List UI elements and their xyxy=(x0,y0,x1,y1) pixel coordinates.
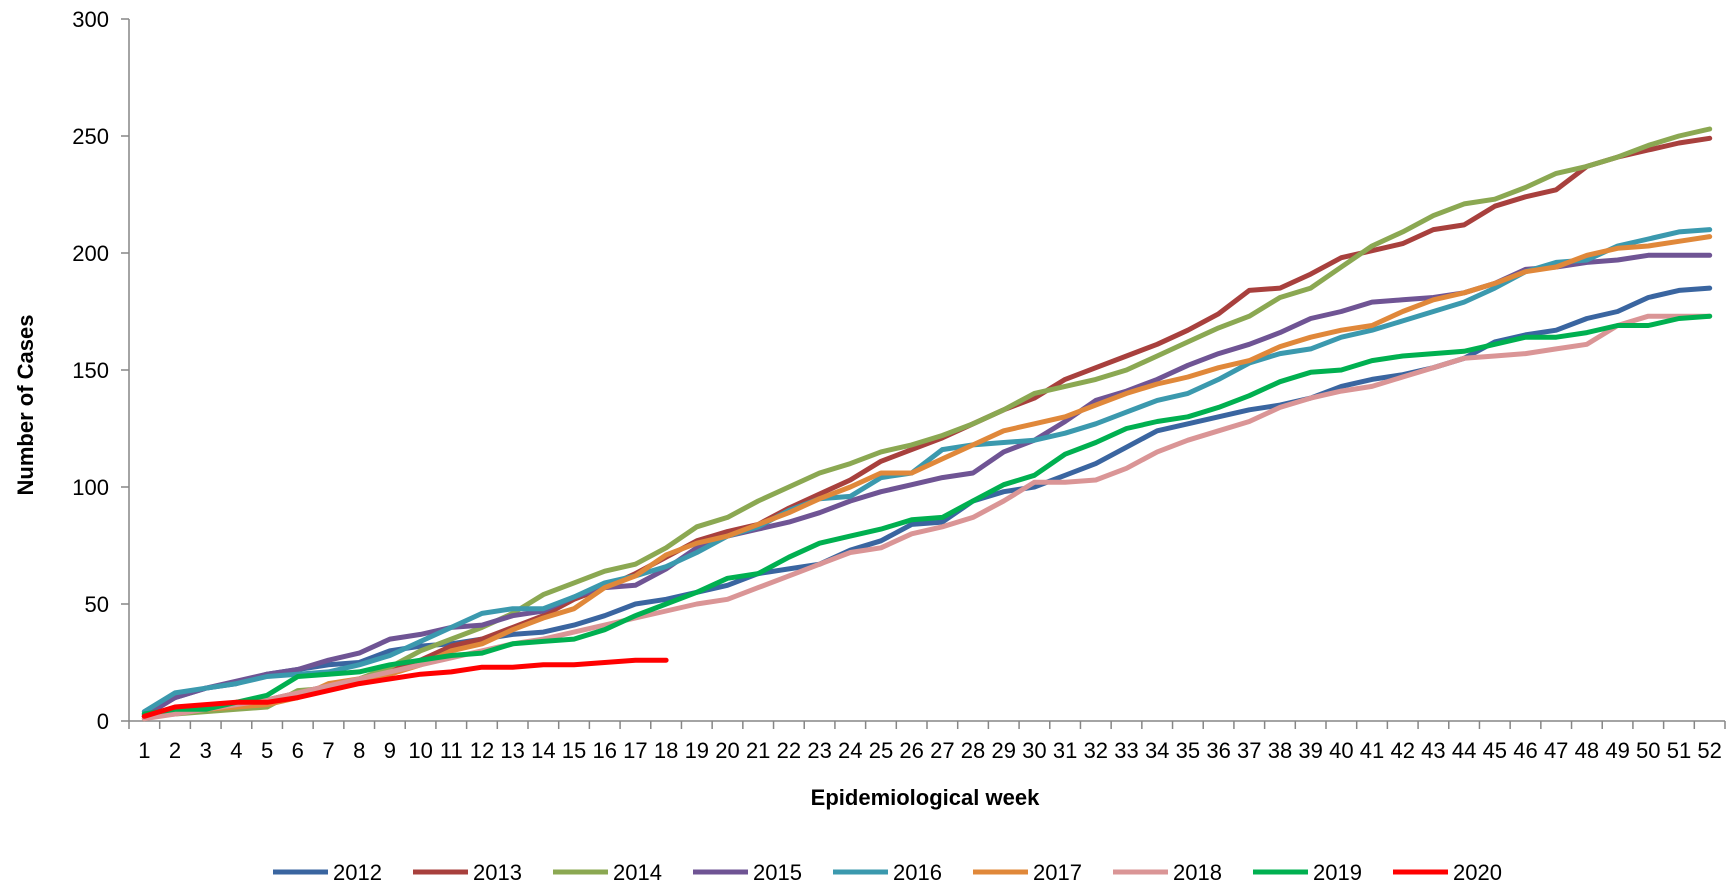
x-tick-label: 8 xyxy=(353,738,365,763)
x-tick-label: 50 xyxy=(1636,738,1660,763)
x-tick-label: 5 xyxy=(261,738,273,763)
legend-label-2012: 2012 xyxy=(333,860,382,881)
y-tick-label: 300 xyxy=(72,7,109,32)
x-tick-label: 31 xyxy=(1053,738,1077,763)
x-tick-label: 15 xyxy=(562,738,586,763)
y-axis-title: Number of Cases xyxy=(13,315,38,496)
x-tick-label: 36 xyxy=(1206,738,1230,763)
x-tick-label: 13 xyxy=(500,738,524,763)
series-line-2018 xyxy=(141,313,1713,722)
x-axis-title: Epidemiological week xyxy=(811,785,1040,810)
x-tick-label: 33 xyxy=(1114,738,1138,763)
x-tick-label: 23 xyxy=(807,738,831,763)
x-tick-label: 28 xyxy=(961,738,985,763)
legend-label-2015: 2015 xyxy=(753,860,802,881)
x-tick-label: 42 xyxy=(1390,738,1414,763)
x-tick-label: 44 xyxy=(1452,738,1476,763)
series-line-2020 xyxy=(141,657,669,719)
x-tick-label: 34 xyxy=(1145,738,1169,763)
legend-label-2013: 2013 xyxy=(473,860,522,881)
x-tick-label: 3 xyxy=(200,738,212,763)
x-tick-label: 19 xyxy=(685,738,709,763)
series-line-2019 xyxy=(141,313,1713,717)
x-tick-label: 39 xyxy=(1298,738,1322,763)
x-tick-label: 1 xyxy=(138,738,150,763)
x-tick-label: 37 xyxy=(1237,738,1261,763)
legend-label-2019: 2019 xyxy=(1313,860,1362,881)
y-tick-label: 0 xyxy=(97,709,109,734)
legend-label-2016: 2016 xyxy=(893,860,942,881)
x-tick-label: 38 xyxy=(1268,738,1292,763)
series-line-2016 xyxy=(141,227,1713,715)
x-tick-label: 22 xyxy=(777,738,801,763)
x-tick-label: 40 xyxy=(1329,738,1353,763)
x-tick-label: 16 xyxy=(592,738,616,763)
x-tick-label: 20 xyxy=(715,738,739,763)
x-tick-label: 30 xyxy=(1022,738,1046,763)
legend-label-2018: 2018 xyxy=(1173,860,1222,881)
x-tick-label: 49 xyxy=(1605,738,1629,763)
x-tick-label: 47 xyxy=(1544,738,1568,763)
x-tick-label: 10 xyxy=(408,738,432,763)
legend-label-2017: 2017 xyxy=(1033,860,1082,881)
x-tick-label: 52 xyxy=(1697,738,1721,763)
legend-label-2014: 2014 xyxy=(613,860,662,881)
x-tick-label: 14 xyxy=(531,738,555,763)
x-tick-label: 43 xyxy=(1421,738,1445,763)
x-tick-label: 4 xyxy=(230,738,242,763)
x-tick-label: 35 xyxy=(1176,738,1200,763)
y-tick-label: 100 xyxy=(72,475,109,500)
x-tick-label: 21 xyxy=(746,738,770,763)
x-tick-label: 29 xyxy=(991,738,1015,763)
x-tick-label: 6 xyxy=(292,738,304,763)
x-tick-label: 9 xyxy=(384,738,396,763)
x-tick-label: 45 xyxy=(1483,738,1507,763)
x-tick-label: 32 xyxy=(1084,738,1108,763)
x-tick-label: 7 xyxy=(322,738,334,763)
x-tick-label: 2 xyxy=(169,738,181,763)
series-line-2014 xyxy=(141,126,1713,719)
y-tick-label: 150 xyxy=(72,358,109,383)
x-tick-label: 48 xyxy=(1575,738,1599,763)
x-tick-label: 27 xyxy=(930,738,954,763)
series-group xyxy=(141,126,1713,722)
x-tick-label: 51 xyxy=(1667,738,1691,763)
x-tick-label: 26 xyxy=(899,738,923,763)
x-tick-label: 12 xyxy=(470,738,494,763)
series-line-2013 xyxy=(141,135,1713,719)
legend-label-2020: 2020 xyxy=(1453,860,1502,881)
x-tick-label: 11 xyxy=(440,738,463,763)
legend: 2012 2013 2014 2015 2016 2017 2018 2019 2020 xyxy=(273,860,1502,881)
x-tick-label: 46 xyxy=(1513,738,1537,763)
series-line-2012 xyxy=(141,285,1713,717)
x-tick-label: 41 xyxy=(1360,738,1384,763)
x-tick-label: 18 xyxy=(654,738,678,763)
series-line-2015 xyxy=(141,252,1713,719)
y-tick-label: 50 xyxy=(85,592,109,617)
y-tick-label: 250 xyxy=(72,124,109,149)
x-tick-label: 25 xyxy=(869,738,893,763)
x-tick-label: 17 xyxy=(623,738,647,763)
x-tick-label: 24 xyxy=(838,738,862,763)
y-tick-label: 200 xyxy=(72,241,109,266)
